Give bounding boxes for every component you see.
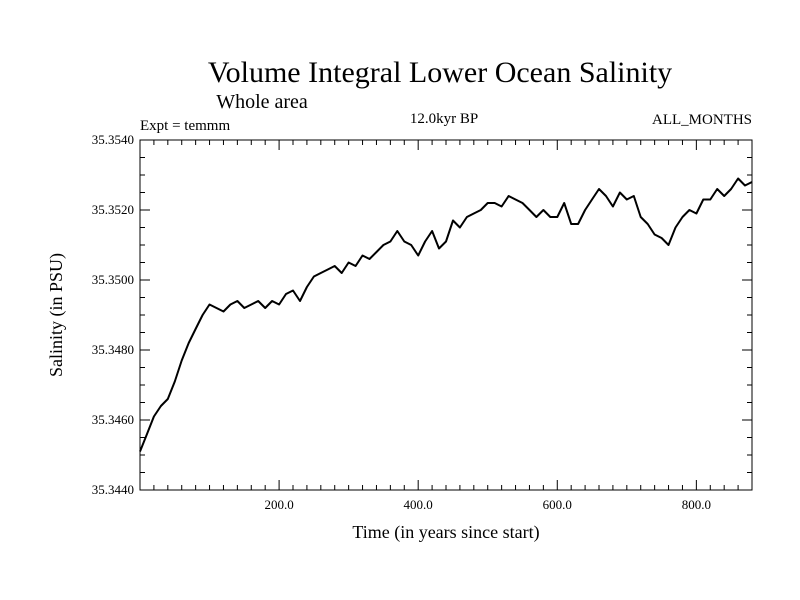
y-tick-label: 35.3500 xyxy=(92,272,134,287)
y-tick-label: 35.3440 xyxy=(92,482,134,497)
plot-frame xyxy=(139,139,753,491)
x-tick-label: 200.0 xyxy=(264,497,293,512)
y-tick-labels: 35.3440 35.3460 35.3480 35.3500 35.3520 35.35… xyxy=(92,132,134,497)
y-tick-label: 35.3520 xyxy=(92,202,134,217)
series-group xyxy=(139,177,753,452)
x-tick-labels: 200.0 400.0 600.0 800.0 xyxy=(264,497,711,512)
y-axis-label: Salinity (in PSU) xyxy=(46,253,67,377)
x-tick-label: 600.0 xyxy=(543,497,572,512)
axis-ticks xyxy=(140,139,752,491)
months-label: ALL_MONTHS xyxy=(652,112,752,128)
period-label: 12.0kyr BP xyxy=(410,111,478,127)
y-tick-label: 35.3540 xyxy=(92,132,134,147)
chart-title: Volume Integral Lower Ocean Salinity xyxy=(208,56,672,89)
chart-subtitle: Whole area xyxy=(216,91,308,113)
x-axis-label: Time (in years since start) xyxy=(352,522,539,543)
y-tick-label: 35.3480 xyxy=(92,342,134,357)
y-tick-label: 35.3460 xyxy=(92,412,134,427)
experiment-label: Expt = temmm xyxy=(140,118,230,134)
salinity-series-line xyxy=(139,177,753,452)
x-tick-label: 400.0 xyxy=(404,497,433,512)
x-tick-label: 800.0 xyxy=(682,497,711,512)
